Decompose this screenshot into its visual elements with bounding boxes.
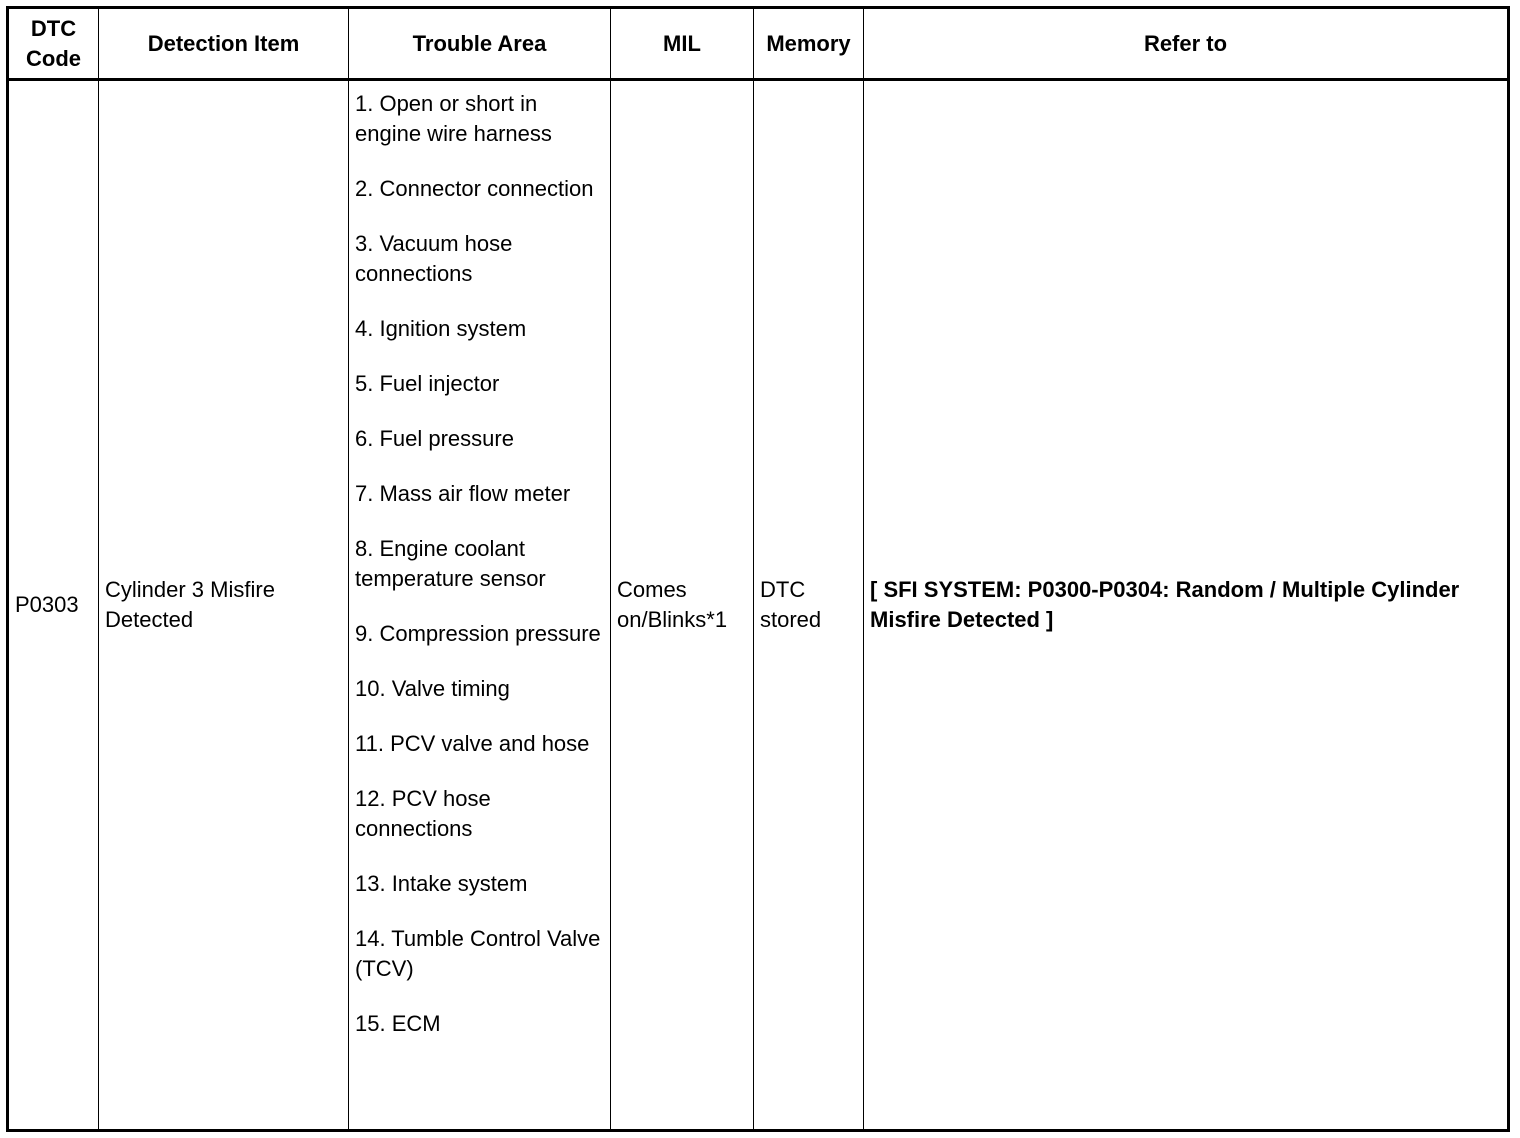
table-row: P0303 Cylinder 3 Misfire Detected 1. Ope… [7, 79, 1509, 1131]
trouble-area-item: 8. Engine coolant temperature sensor [355, 536, 546, 591]
trouble-area-item: 4. Ignition system [355, 316, 527, 341]
refer-to-cell: [ SFI SYSTEM: P0300-P0304: Random / Mult… [863, 79, 1509, 1131]
header-refer-to: Refer to [863, 7, 1509, 81]
dtc-table: DTC Code Detection Item Trouble Area MIL… [6, 6, 1510, 1132]
trouble-area-item: 2. Connector connection [355, 176, 594, 201]
trouble-area-item: 14. Tumble Control Valve (TCV) [355, 926, 601, 981]
header-memory: Memory [753, 7, 864, 81]
header-detection-item: Detection Item [98, 7, 349, 81]
header-mil: MIL [610, 7, 754, 81]
trouble-area-item: 3. Vacuum hose connections [355, 231, 513, 286]
header-trouble-area: Trouble Area [348, 7, 611, 81]
refer-to-link[interactable]: [ SFI SYSTEM: P0300-P0304: Random / Mult… [870, 577, 1460, 632]
trouble-area-item: 5. Fuel injector [355, 371, 500, 396]
trouble-area-item: 11. PCV valve and hose [355, 731, 590, 756]
memory-cell: DTC stored [753, 79, 864, 1131]
trouble-area-item: 12. PCV hose connections [355, 786, 491, 841]
mil-cell: Comes on/Blinks*1 [610, 79, 754, 1131]
trouble-area-item: 1. Open or short in engine wire harness [355, 91, 552, 146]
trouble-area-cell: 1. Open or short in engine wire harness … [348, 79, 611, 1131]
trouble-area-item: 15. ECM [355, 1011, 441, 1036]
trouble-area-item: 6. Fuel pressure [355, 426, 514, 451]
dtc-code-cell: P0303 [7, 79, 99, 1131]
trouble-area-item: 13. Intake system [355, 871, 528, 896]
trouble-area-item: 9. Compression pressure [355, 621, 601, 646]
header-dtc-code: DTC Code [7, 7, 99, 81]
trouble-area-item: 7. Mass air flow meter [355, 481, 571, 506]
header-row: DTC Code Detection Item Trouble Area MIL… [7, 7, 1509, 81]
trouble-area-item: 10. Valve timing [355, 676, 510, 701]
detection-item-cell: Cylinder 3 Misfire Detected [98, 79, 349, 1131]
